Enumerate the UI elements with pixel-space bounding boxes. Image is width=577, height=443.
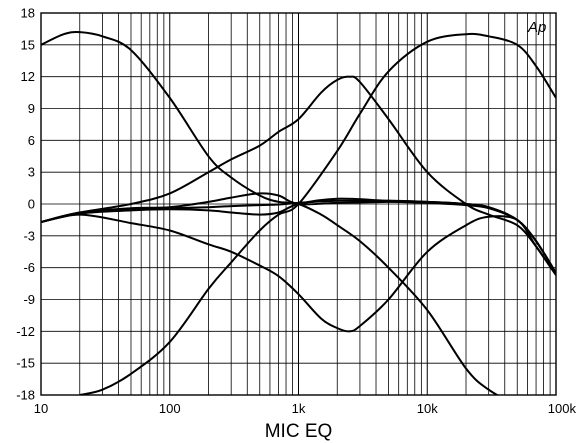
y-tick-label: 18	[21, 6, 35, 21]
y-tick-label: -3	[23, 228, 35, 243]
y-tick-label: -6	[23, 260, 35, 275]
y-tick-label: 12	[21, 69, 35, 84]
series-group	[41, 30, 556, 395]
y-tick-label: 6	[28, 133, 35, 148]
x-tick-label: 10	[34, 401, 48, 416]
y-tick-label: 15	[21, 37, 35, 52]
eq-curve-5	[41, 75, 556, 276]
y-tick-label: -18	[16, 388, 35, 403]
y-tick-label: -12	[16, 324, 35, 339]
y-tick-label: -15	[16, 356, 35, 371]
x-tick-labels: 10 100 1k 10k 100k	[34, 401, 577, 416]
eq-curve-1	[41, 30, 500, 395]
x-tick-label: 1k	[292, 401, 306, 416]
x-tick-label: 100k	[548, 401, 577, 416]
x-axis-title: MIC EQ	[265, 421, 333, 442]
plot-frame	[40, 12, 557, 396]
ap-watermark: Ap	[527, 19, 546, 36]
eq-curve-7	[79, 32, 556, 395]
y-tick-labels: -18 -15 -12 -9 -6 -3 0 3 6 9 12 15 18	[16, 6, 35, 403]
eq-curve-6	[41, 213, 556, 333]
y-tick-label: 0	[28, 197, 35, 212]
y-tick-label: -9	[23, 292, 35, 307]
y-tick-label: 3	[28, 165, 35, 180]
x-tick-label: 100	[159, 401, 181, 416]
y-tick-label: 9	[28, 101, 35, 116]
grid	[41, 13, 556, 395]
x-tick-label: 10k	[417, 401, 438, 416]
